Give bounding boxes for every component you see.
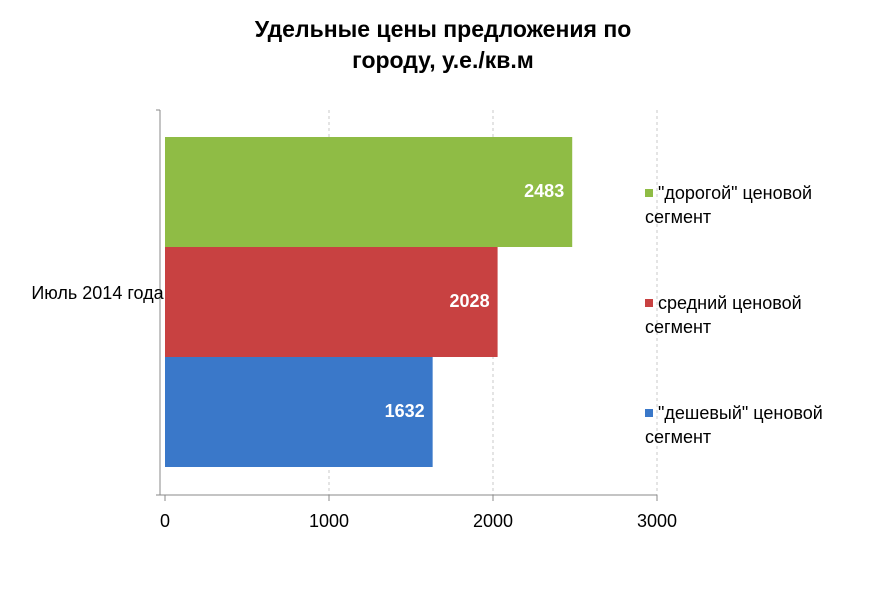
bar — [165, 247, 498, 357]
data-label: 2028 — [450, 291, 490, 311]
legend-swatch — [645, 409, 653, 417]
chart-title: Удельные цены предложения по городу, у.е… — [254, 16, 632, 73]
x-tick-label: 1000 — [309, 511, 349, 531]
legend-label: "дешевый" ценовой сегмент — [645, 403, 823, 447]
x-tick-label: 0 — [160, 511, 170, 531]
x-tick-label: 3000 — [637, 511, 677, 531]
legend-entry: "дешевый" ценовой сегмент — [645, 401, 860, 449]
legend-swatch — [645, 299, 653, 307]
x-tick-label: 2000 — [473, 511, 513, 531]
legend-label: средний ценовой сегмент — [645, 293, 802, 337]
data-label: 1632 — [385, 401, 425, 421]
legend-entry: "дорогой" ценовой сегмент — [645, 181, 860, 229]
legend-entry: средний ценовой сегмент — [645, 291, 860, 339]
legend-label: "дорогой" ценовой сегмент — [645, 183, 813, 227]
bar — [165, 357, 433, 467]
category-label: Июль 2014 года — [31, 283, 164, 303]
bar — [165, 137, 573, 247]
data-label: 2483 — [524, 181, 564, 201]
legend-swatch — [645, 189, 653, 197]
